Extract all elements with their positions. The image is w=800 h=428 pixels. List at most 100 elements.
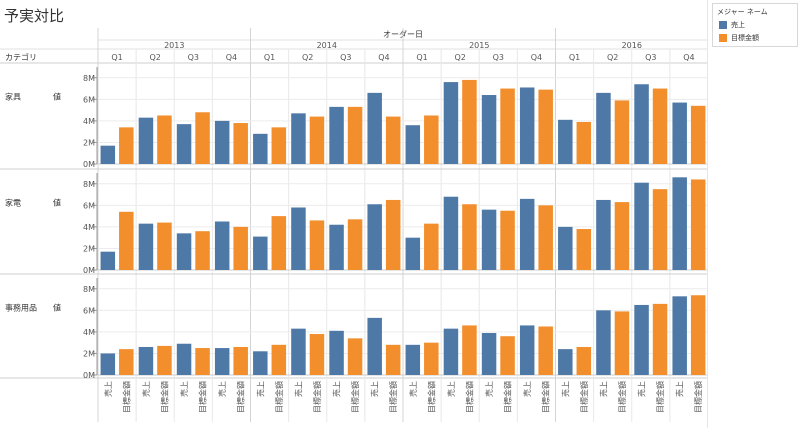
bar: [214, 221, 230, 270]
bar: [634, 304, 649, 375]
quarter-label: Q1: [416, 53, 427, 62]
bar: [176, 343, 192, 375]
bar: [176, 233, 192, 270]
measure-name-label: 売上: [103, 381, 113, 397]
bar: [157, 115, 172, 164]
bar: [634, 182, 649, 270]
bar: [558, 119, 573, 164]
bar: [385, 199, 401, 270]
year-label: 2015: [469, 41, 489, 50]
bar: [367, 317, 382, 375]
row-header: カテゴリ: [5, 52, 37, 62]
axis-tick-label: 4M: [83, 328, 95, 337]
bar: [424, 342, 439, 375]
axis-tick-label: 0M: [83, 266, 95, 275]
axis-tick-label: 0M: [83, 371, 95, 380]
measure-name-label: 売上: [484, 381, 494, 397]
measure-name-label: 目標金額: [350, 381, 360, 413]
bar: [576, 346, 592, 375]
category-label: 家具: [5, 91, 21, 101]
measure-name-label: 売上: [370, 381, 380, 397]
bar: [558, 226, 573, 270]
bar: [576, 121, 592, 164]
bar: [462, 325, 477, 375]
bar: [519, 325, 535, 375]
bar: [329, 224, 344, 270]
axis-tick-label: 2M: [83, 244, 95, 253]
bar: [443, 328, 459, 375]
year-label: 2014: [317, 41, 337, 50]
axis-tick-label: 6M: [83, 201, 95, 210]
measure-name-label: 目標金額: [274, 381, 284, 413]
bar: [652, 303, 668, 375]
bar: [424, 115, 439, 164]
legend-item-sales[interactable]: 売上: [719, 20, 797, 30]
measure-name-label: 目標金額: [503, 381, 513, 413]
bar: [138, 117, 154, 164]
bar: [347, 106, 363, 164]
bar: [596, 310, 611, 375]
bar: [405, 125, 421, 164]
measure-name-label: 売上: [293, 381, 303, 397]
quarter-label: Q1: [111, 53, 122, 62]
measure-name-label: 目標金額: [426, 381, 436, 413]
measure-name-label: 売上: [408, 381, 418, 397]
bar: [309, 220, 325, 270]
bar: [291, 207, 306, 270]
bar: [481, 95, 497, 164]
bar: [253, 133, 268, 164]
quarter-label: Q1: [569, 53, 580, 62]
measure-name-label: 目標金額: [655, 381, 665, 413]
legend[interactable]: メジャー ネーム 売上 目標金額: [712, 3, 798, 47]
measure-name-label: 目標金額: [464, 381, 474, 413]
axis-tick-label: 2M: [83, 349, 95, 358]
quarter-label: Q3: [188, 53, 199, 62]
measure-name-label: 売上: [522, 381, 532, 397]
bar: [538, 89, 553, 164]
value-axis-label: 値: [53, 197, 61, 207]
bar: [462, 204, 477, 270]
bar: [672, 296, 687, 375]
bar: [271, 216, 287, 270]
measure-name-label: 目標金額: [312, 381, 322, 413]
legend-item-target[interactable]: 目標金額: [719, 33, 797, 43]
measure-name-label: 目標金額: [579, 381, 589, 413]
bar: [462, 79, 477, 164]
bar: [347, 338, 363, 375]
bar: [233, 226, 248, 270]
bar: [176, 124, 192, 164]
bar: [119, 127, 134, 164]
bar: [614, 202, 630, 270]
quarter-label: Q1: [264, 53, 275, 62]
bar: [558, 349, 573, 375]
bar: [443, 82, 459, 164]
bar: [329, 330, 344, 375]
bar: [481, 209, 497, 270]
bar: [195, 112, 210, 164]
bar: [253, 236, 268, 270]
bar: [119, 349, 134, 375]
legend-label-sales: 売上: [731, 21, 745, 29]
bar: [271, 127, 287, 164]
bar: [405, 344, 421, 375]
bar: [291, 328, 306, 375]
bar: [233, 123, 248, 164]
legend-swatch-sales: [719, 21, 727, 29]
quarter-label: Q4: [683, 53, 694, 62]
measure-name-label: 売上: [598, 381, 608, 397]
year-label: 2013: [164, 41, 184, 50]
bar: [309, 334, 325, 375]
bar: [481, 332, 497, 375]
legend-label-target: 目標金額: [731, 34, 759, 42]
bar: [385, 344, 401, 375]
bar: [690, 295, 706, 375]
bar: [233, 346, 248, 375]
measure-name-label: 売上: [141, 381, 151, 397]
bar: [443, 196, 459, 270]
bar: [500, 336, 515, 375]
quarter-label: Q2: [454, 53, 465, 62]
measure-name-label: 売上: [637, 381, 647, 397]
measure-name-label: 目標金額: [388, 381, 398, 413]
bar: [138, 346, 154, 375]
